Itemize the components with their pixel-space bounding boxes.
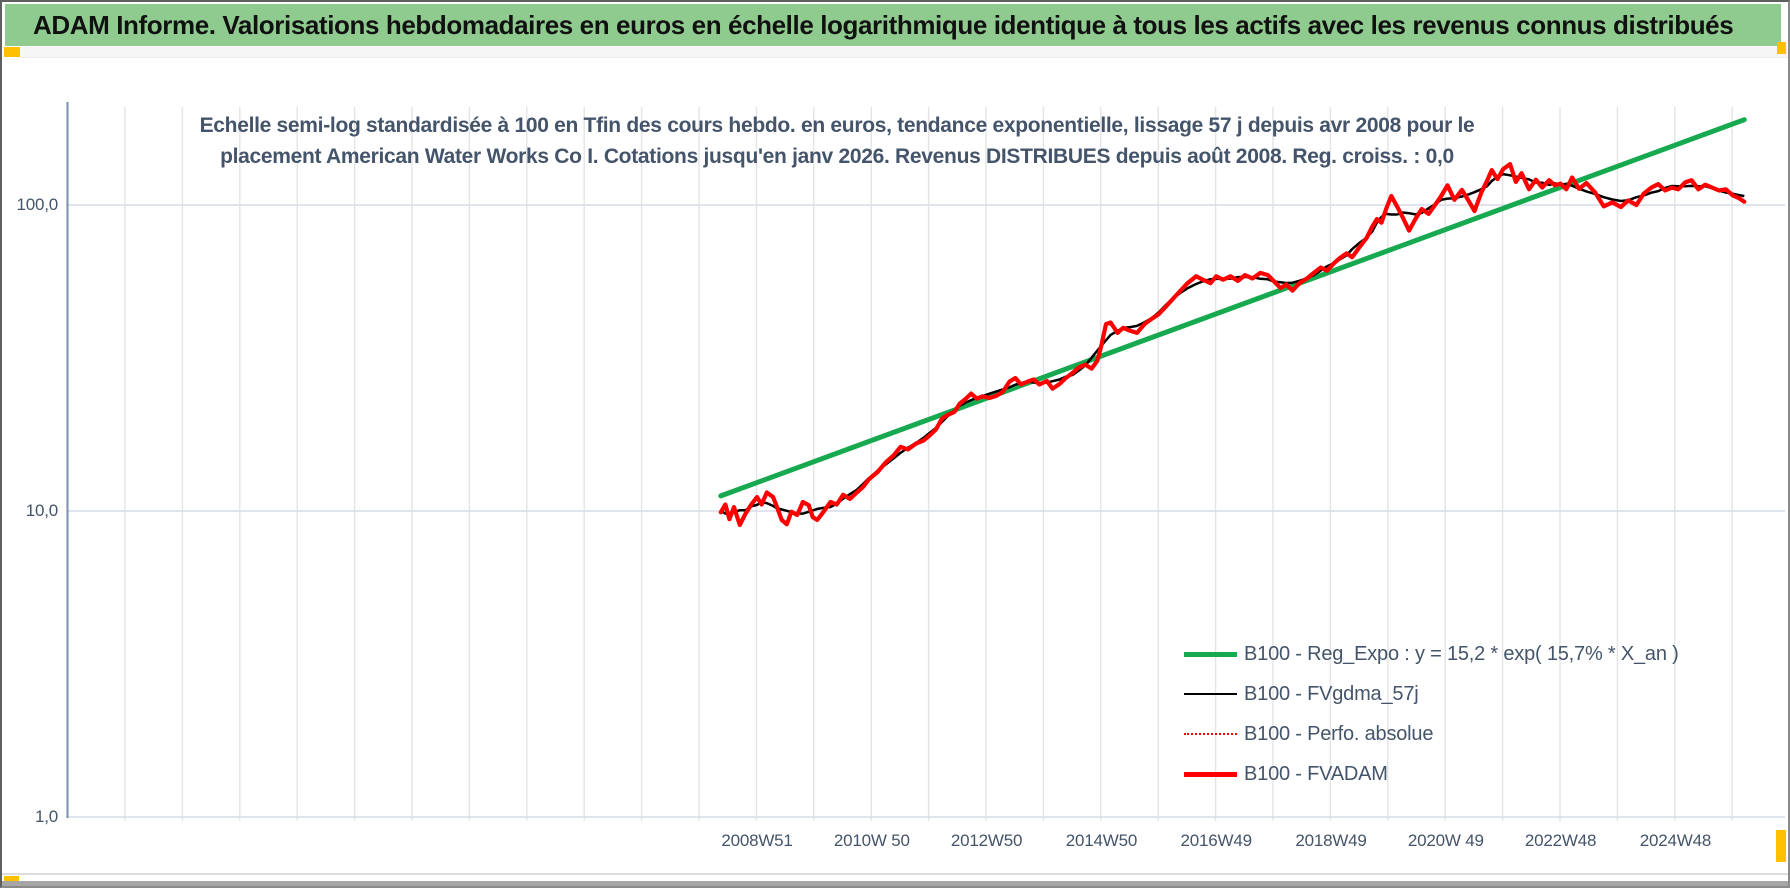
x-tick-label: 2020W 49 [1407,831,1484,850]
legend-item[interactable]: B100 - Reg_Expo : y = 15,2 * exp( 15,7% … [1184,634,1679,674]
series-perfo-absolue-line [720,162,1745,527]
y-tick-label: 100,0 [16,195,58,214]
legend-label: B100 - FVADAM [1244,762,1388,785]
legend-label: B100 - FVgdma_57j [1244,682,1419,705]
report-title: ADAM Informe. Valorisations hebdomadaire… [33,9,1734,40]
report-header-bar: ADAM Informe. Valorisations hebdomadaire… [5,4,1781,46]
y-tick-label: 10,0 [25,501,58,520]
y-tick-label: 1,0 [34,807,58,826]
x-tick-label: 2016W49 [1180,831,1253,850]
gold-accent-top-right [1777,42,1786,54]
legend-item[interactable]: B100 - FVgdma_57j [1184,674,1679,714]
row-band [20,47,1788,58]
chart-legend[interactable]: B100 - Reg_Expo : y = 15,2 * exp( 15,7% … [1184,634,1679,794]
legend-line-sample [1184,651,1237,657]
chart-plot-svg [66,102,1785,821]
chart-title-line1: Echelle semi-log standardisée à 100 en T… [199,114,1475,137]
window-bottom-strip [2,881,1788,886]
legend-line-sample [1184,733,1237,735]
series-fvgdma-line [720,172,1745,515]
x-tick-label: 2012W50 [950,831,1023,850]
chart-title-line2: placement American Water Works Co I. Cot… [220,145,1454,168]
series-reg-expo-line [718,117,1747,499]
legend-label: B100 - Perfo. absolue [1244,722,1434,745]
legend-label: B100 - Reg_Expo : y = 15,2 * exp( 15,7% … [1244,642,1679,665]
x-tick-label: 2010W 50 [833,831,910,850]
gold-accent-bottom-right [1776,830,1786,862]
x-tick-label: 2022W48 [1524,831,1597,850]
bottom-separator [2,873,1788,875]
legend-line-sample [1184,693,1237,695]
x-tick-label: 2018W49 [1295,831,1367,850]
gold-accent-top-left [4,47,20,57]
legend-item[interactable]: B100 - Perfo. absolue [1184,714,1679,754]
legend-line-sample [1184,771,1237,777]
x-tick-label: 2008W51 [721,831,793,850]
x-tick-label: 2014W50 [1065,831,1138,850]
legend-item[interactable]: B100 - FVADAM [1184,754,1679,794]
x-tick-label: 2024W48 [1639,831,1712,850]
chart-title: Echelle semi-log standardisée à 100 en T… [67,110,1607,172]
chart-area[interactable]: Echelle semi-log standardisée à 100 en T… [2,46,1788,874]
series-fvadam-line [718,162,1747,528]
